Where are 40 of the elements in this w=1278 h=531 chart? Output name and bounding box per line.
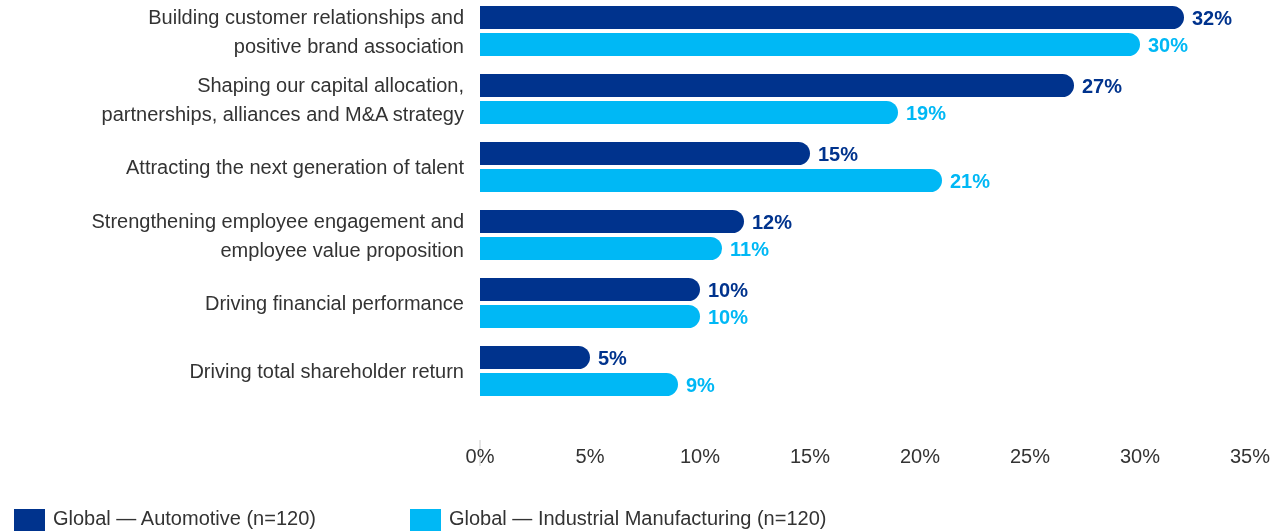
data-label: 10%: [708, 305, 749, 328]
data-label: 10%: [708, 278, 749, 301]
x-tick-label: 35%: [1229, 445, 1271, 467]
data-label: 9%: [686, 373, 716, 396]
y-tick-label: Shaping our capital allocation, partnerships, alliances and M&A strategy: [101, 73, 464, 125]
data-label: 15%: [818, 142, 859, 165]
y-tick-label: Driving total shareholder return: [189, 360, 464, 382]
x-tick-label: 5%: [575, 445, 605, 467]
legend-label: Global — Industrial Manufacturing (n=120): [449, 507, 827, 529]
bar: [480, 74, 1074, 97]
y-tick-label: Driving financial performance: [204, 292, 464, 314]
data-label: 30%: [1148, 33, 1189, 56]
x-tick-label: 20%: [899, 445, 941, 467]
bar: [480, 237, 722, 260]
x-tick-label: 30%: [1119, 445, 1161, 467]
y-tick-label: Building customer relationships and positive brand association: [148, 5, 464, 57]
y-tick-label: Strengthening employee engagement and employee value proposition: [91, 209, 464, 261]
legend-label: Global — Automotive (n=120): [53, 507, 316, 529]
bar: [480, 278, 700, 301]
bar: [480, 142, 810, 165]
x-tick-label: 10%: [679, 445, 721, 467]
bar: [480, 305, 700, 328]
data-label: 27%: [1082, 74, 1123, 97]
y-tick-label: Attracting the next generation of talent: [126, 156, 465, 178]
bar: [480, 101, 898, 124]
bar: [480, 210, 744, 233]
bar: [480, 169, 942, 192]
x-tick-label: 0%: [465, 445, 495, 467]
bar: [480, 346, 590, 369]
data-label: 21%: [950, 169, 991, 192]
x-tick-label: 25%: [1009, 445, 1051, 467]
bar: [480, 33, 1140, 56]
data-label: 12%: [752, 210, 793, 233]
data-label: 32%: [1192, 6, 1233, 29]
data-label: 19%: [906, 101, 947, 124]
data-label: 11%: [730, 237, 770, 260]
bar: [480, 373, 678, 396]
x-tick-label: 15%: [789, 445, 831, 467]
data-label: 5%: [598, 346, 628, 369]
bar: [480, 6, 1184, 29]
